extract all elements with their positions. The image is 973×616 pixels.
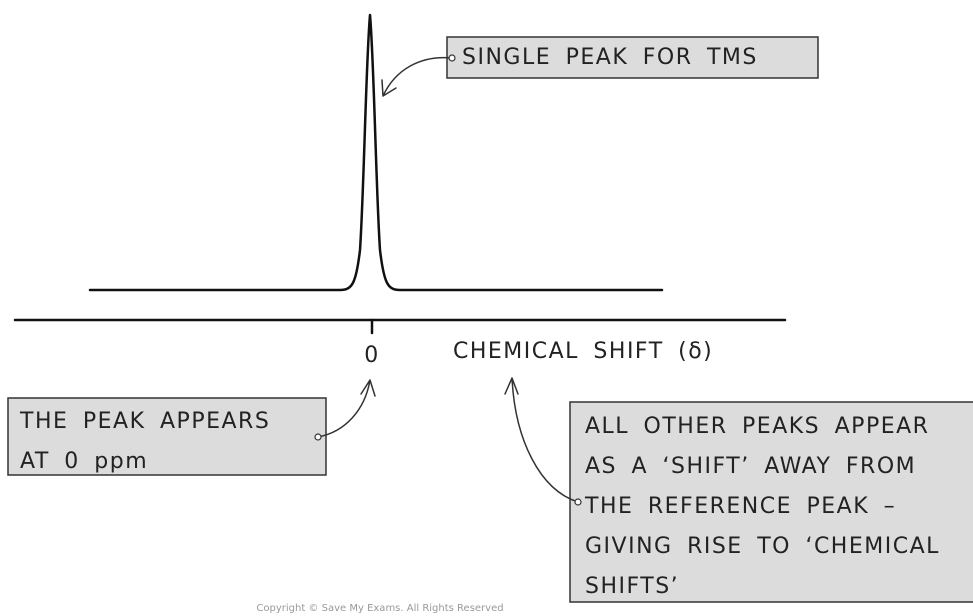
arrow bbox=[504, 377, 579, 503]
arrow bbox=[317, 379, 376, 438]
copyright: Copyright © Save My Exams. All Rights Re… bbox=[256, 603, 503, 614]
callout-text: THE REFERENCE PEAK – bbox=[584, 494, 896, 519]
callout-box bbox=[7, 397, 327, 476]
axis-label: CHEMICAL SHIFT (δ) bbox=[453, 339, 713, 364]
arrow-dot bbox=[314, 433, 322, 441]
callout-text: ALL OTHER PEAKS APPEAR bbox=[585, 414, 929, 439]
arrow bbox=[381, 56, 453, 97]
spectrum-trace bbox=[88, 13, 664, 292]
arrow-dot bbox=[574, 498, 582, 506]
callout-text: SINGLE PEAK FOR TMS bbox=[462, 45, 758, 70]
callout-text: AT 0 ppm bbox=[20, 449, 148, 474]
callout-text: THE PEAK APPEARS bbox=[19, 409, 270, 434]
callout-box bbox=[569, 401, 973, 603]
arrow-dot bbox=[448, 54, 456, 62]
callout-text: GIVING RISE TO ‘CHEMICAL bbox=[585, 534, 940, 559]
callout-text: SHIFTS’ bbox=[585, 574, 679, 599]
callout-text: AS A ‘SHIFT’ AWAY FROM bbox=[585, 454, 916, 479]
callout-box bbox=[446, 36, 819, 79]
zero-label: 0 bbox=[364, 343, 380, 368]
